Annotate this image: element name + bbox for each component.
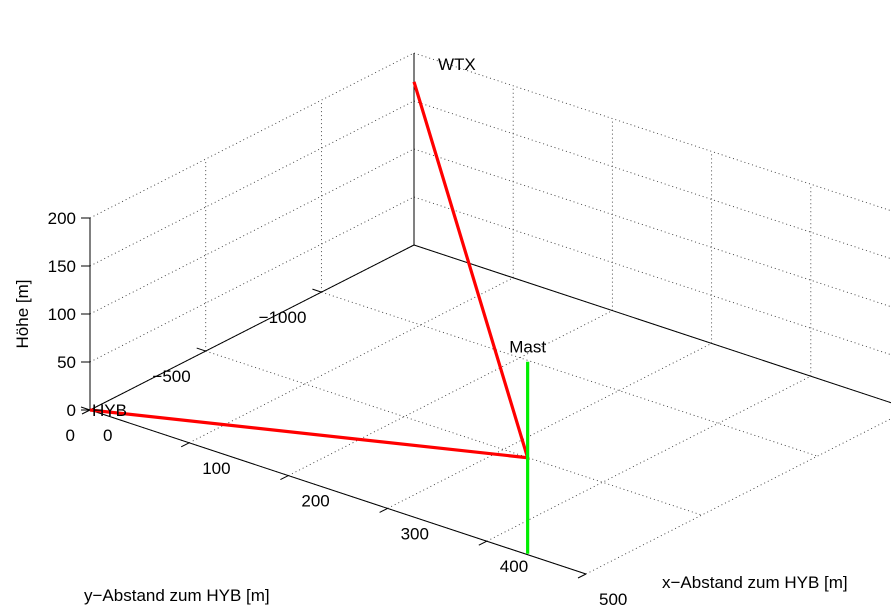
annotation-label: Mast <box>509 338 546 357</box>
grid-line <box>413 148 891 308</box>
x-axis-line <box>89 409 587 575</box>
x-axis-label: x−Abstand zum HYB [m] <box>662 573 848 592</box>
grid-line <box>89 196 415 363</box>
z-tick-label: 50 <box>57 353 76 372</box>
y-tick-mark <box>196 347 206 352</box>
grid-line <box>321 291 818 457</box>
series-line-0 <box>89 81 530 460</box>
y-tick-label: −500 <box>152 367 190 386</box>
x-tick-label: 400 <box>500 557 528 576</box>
data-layer <box>89 81 530 554</box>
grid-layer <box>89 52 891 575</box>
x-tick-mark <box>280 475 289 481</box>
grid-line <box>89 148 415 315</box>
y-axis-label: y−Abstand zum HYB [m] <box>84 586 270 605</box>
x-tick-label: 500 <box>599 590 627 606</box>
grid-line <box>585 418 891 575</box>
back-floor-edge <box>413 244 891 404</box>
grid-line <box>387 342 712 509</box>
x-tick-label: 200 <box>301 492 329 511</box>
z-tick-label: 150 <box>48 257 76 276</box>
grid-line <box>89 100 415 267</box>
x-tick-label: 0 <box>103 426 112 445</box>
grid-line <box>413 100 891 260</box>
grid-line <box>188 277 514 444</box>
x-tick-label: 300 <box>401 524 429 543</box>
x-tick-mark <box>379 507 388 513</box>
annotation-label: HYB <box>92 401 127 420</box>
z-axis-label: Höhe [m] <box>13 280 32 349</box>
grid-line <box>486 375 812 542</box>
x-tick-mark <box>81 409 91 415</box>
y-tick-label: 0 <box>66 426 75 445</box>
z-tick-label: 100 <box>48 305 76 324</box>
grid-line <box>413 244 891 404</box>
x-tick-mark <box>180 442 190 448</box>
y-tick-label: −1000 <box>259 308 307 327</box>
annotation-label: WTX <box>438 55 476 74</box>
grid-line <box>413 196 891 356</box>
grid-line <box>288 310 613 477</box>
x-tick-label: 100 <box>202 459 230 478</box>
x-tick-mark <box>577 573 587 579</box>
z-tick-label: 0 <box>67 401 76 420</box>
y-tick-mark <box>312 288 322 293</box>
x-tick-mark <box>478 540 488 546</box>
z-tick-label: 200 <box>48 209 76 228</box>
grid-line <box>413 52 891 212</box>
y-axis-line <box>89 244 415 411</box>
grid-line <box>89 52 415 219</box>
text-layer: x−Abstand zum HYB [m] y−Abstand zum HYB … <box>13 55 848 606</box>
grid-line <box>205 350 702 516</box>
